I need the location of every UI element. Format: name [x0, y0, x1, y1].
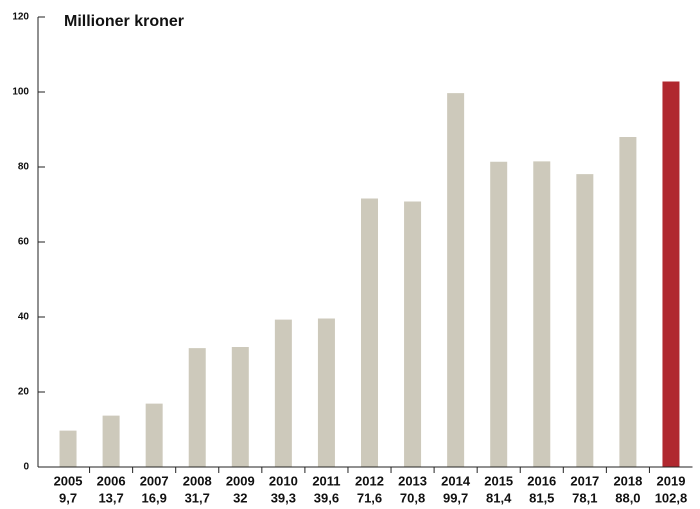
- bar: [231, 347, 249, 467]
- x-tick-label: 2014: [441, 473, 471, 488]
- bar: [317, 318, 335, 467]
- value-label: 70,8: [400, 490, 425, 505]
- y-tick-label: 120: [12, 12, 29, 23]
- x-tick-label: 2016: [527, 473, 556, 488]
- value-label: 39,3: [271, 490, 296, 505]
- y-tick-label: 80: [18, 162, 30, 173]
- y-tick-label: 40: [18, 312, 30, 323]
- value-label: 31,7: [185, 490, 210, 505]
- x-tick-label: 2008: [183, 473, 212, 488]
- x-tick-label: 2010: [269, 473, 298, 488]
- value-label: 88,0: [615, 490, 640, 505]
- bar: [361, 198, 378, 467]
- x-tick-label: 2015: [484, 473, 513, 488]
- y-tick-label: 100: [12, 87, 29, 98]
- value-label: 32: [233, 490, 247, 505]
- bar: [576, 174, 594, 467]
- chart-title: Millioner kroner: [64, 13, 184, 30]
- x-tick-label: 2011: [312, 473, 340, 488]
- value-label: 102,8: [655, 490, 688, 505]
- x-tick-label: 2018: [613, 473, 642, 488]
- y-tick-label: 0: [23, 462, 29, 473]
- x-tick-label: 2007: [140, 473, 169, 488]
- bar: [619, 137, 637, 467]
- value-label: 81,4: [486, 490, 512, 505]
- value-label: 9,7: [59, 490, 77, 505]
- bar: [447, 93, 465, 467]
- x-tick-label: 2005: [54, 473, 83, 488]
- x-tick-label: 2017: [570, 473, 599, 488]
- x-tick-label: 2009: [226, 473, 255, 488]
- value-label: 78,1: [572, 490, 597, 505]
- x-tick-label: 2012: [355, 473, 384, 488]
- y-tick-label: 60: [18, 237, 30, 248]
- bar: [145, 403, 163, 467]
- value-label: 16,9: [142, 490, 167, 505]
- y-tick-label: 20: [18, 387, 30, 398]
- value-label: 71,6: [357, 490, 382, 505]
- value-label: 13,7: [98, 490, 123, 505]
- bar: [533, 161, 551, 467]
- value-label: 99,7: [443, 490, 468, 505]
- bar: [59, 430, 77, 467]
- bar: [188, 348, 206, 467]
- value-label: 39,6: [314, 490, 339, 505]
- bar: [404, 201, 422, 467]
- value-label: 81,5: [529, 490, 554, 505]
- bar: [490, 161, 508, 467]
- bar: [662, 81, 680, 467]
- x-tick-label: 2006: [97, 473, 126, 488]
- x-tick-label: 2019: [657, 473, 686, 488]
- bar: [274, 319, 292, 467]
- x-tick-label: 2013: [398, 473, 427, 488]
- bar: [102, 415, 120, 467]
